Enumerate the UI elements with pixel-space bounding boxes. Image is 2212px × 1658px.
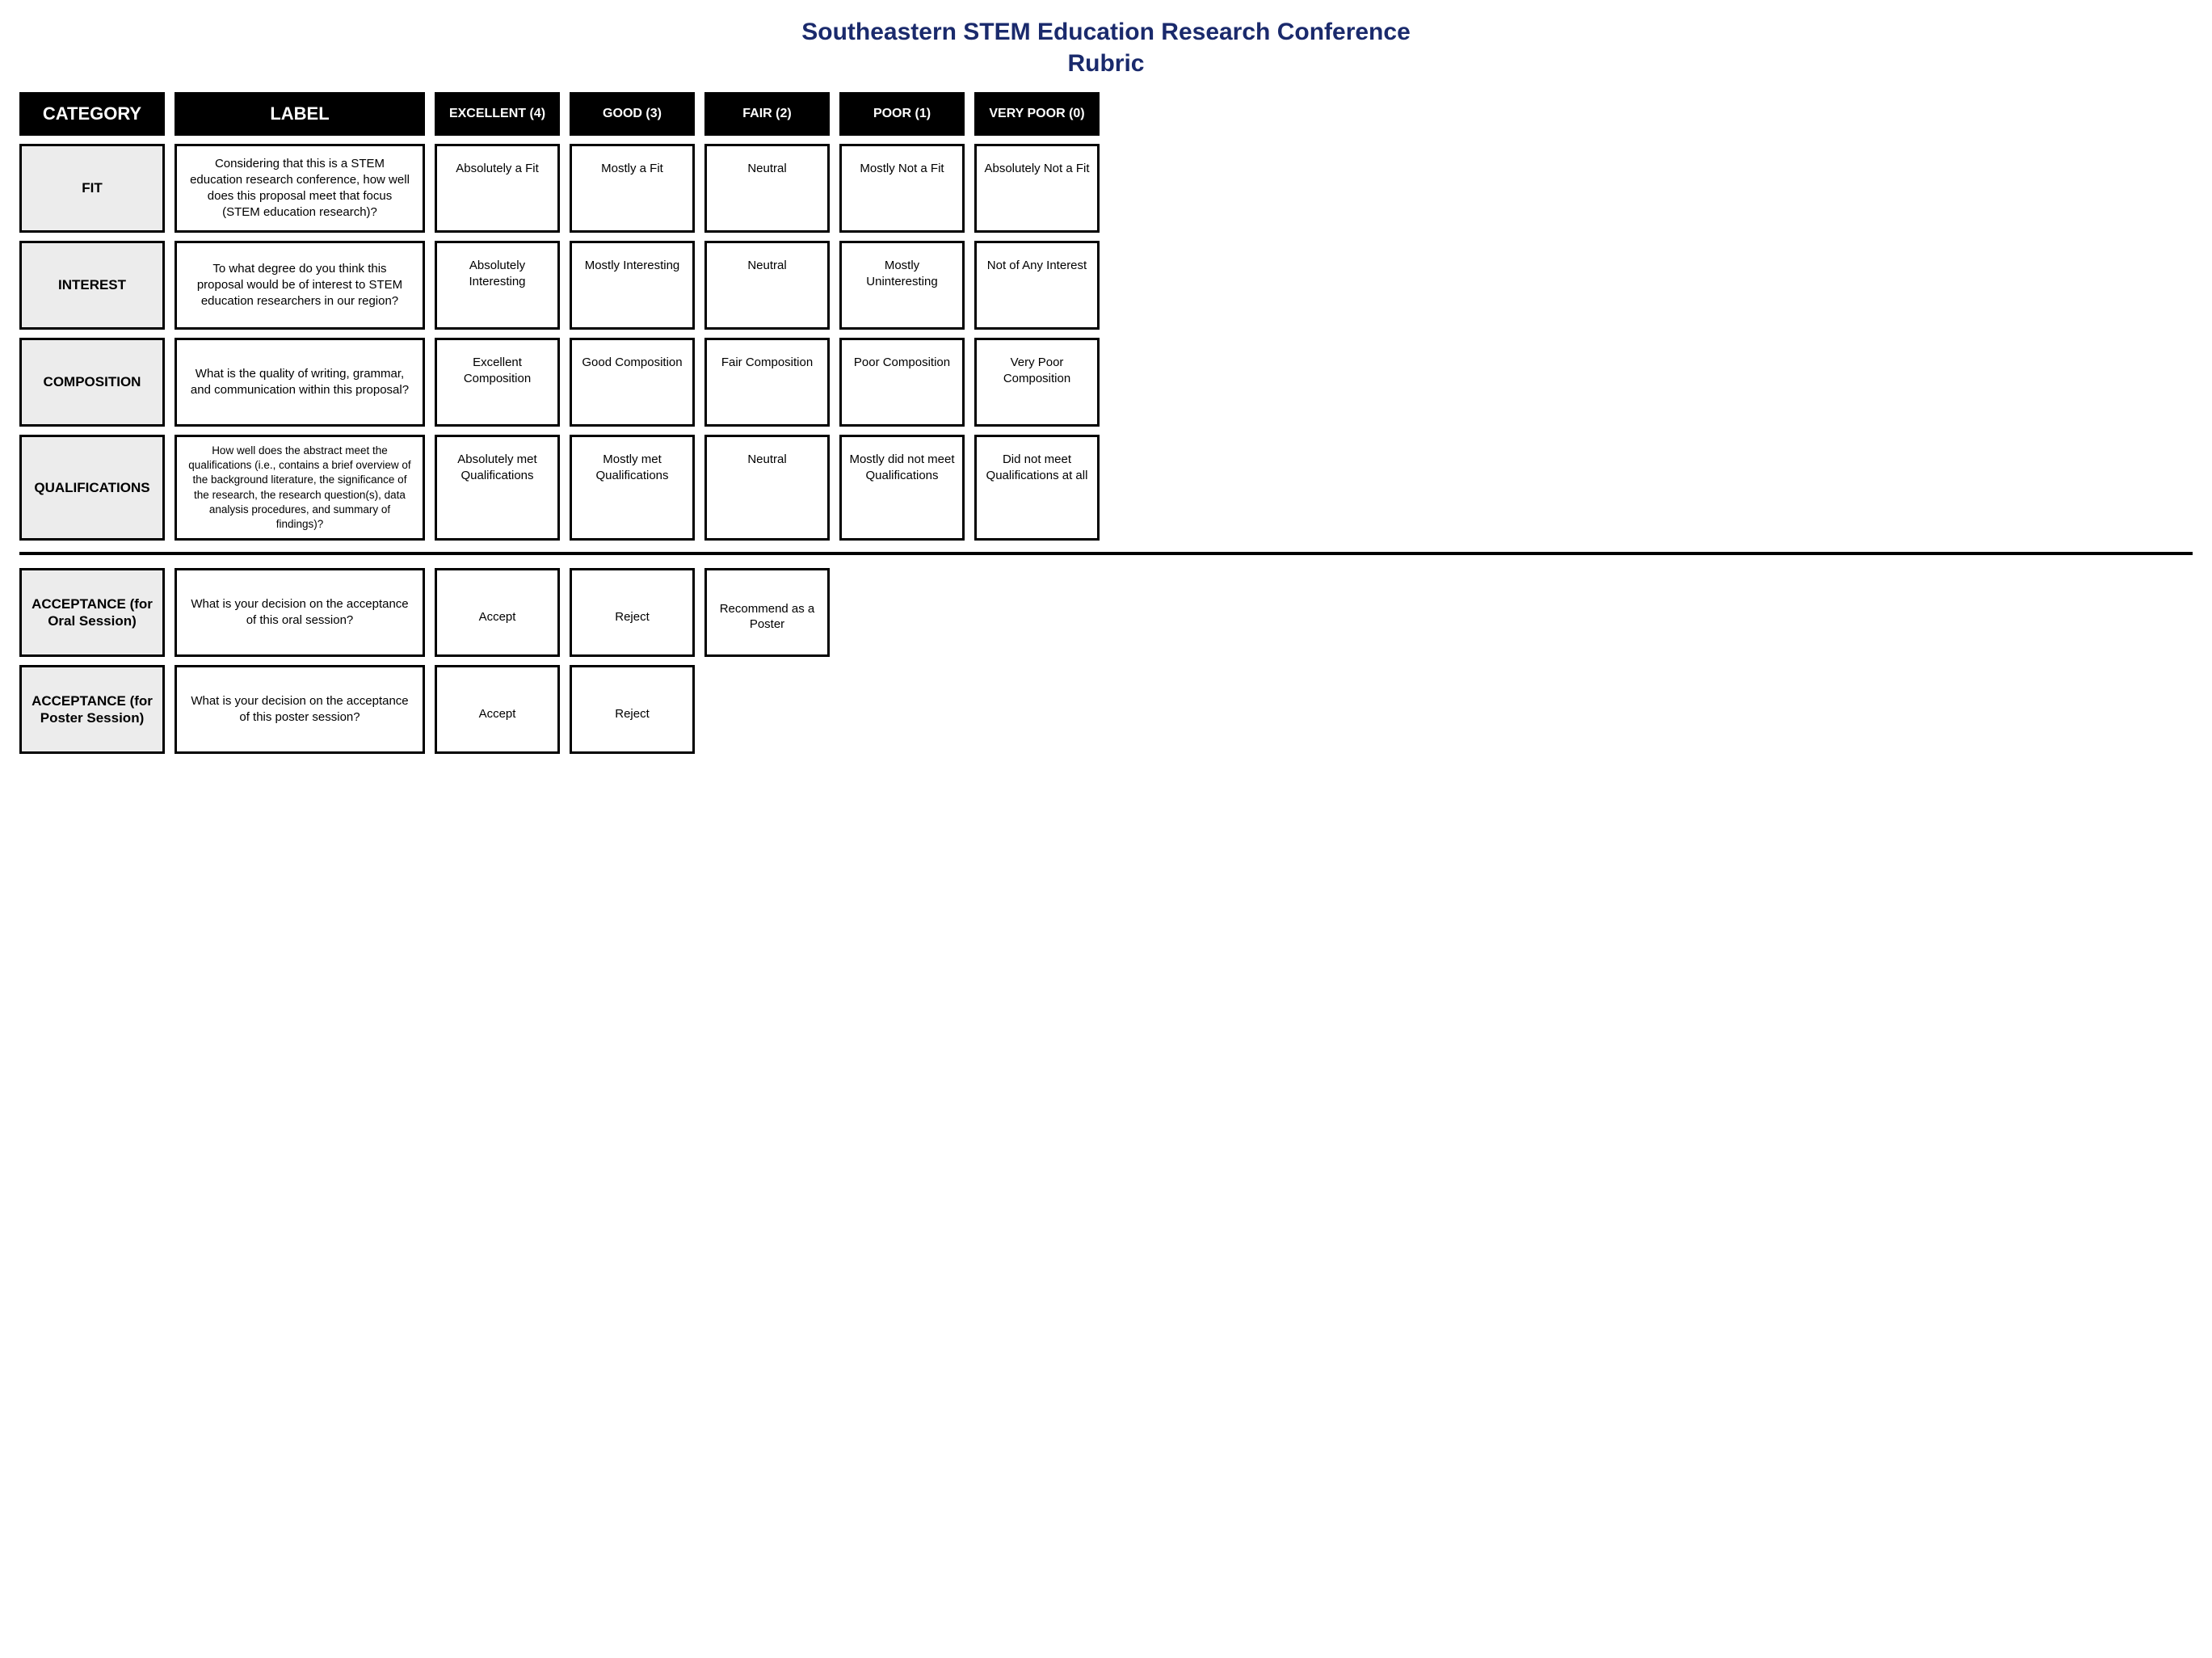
header-score-excellent: EXCELLENT (4) (435, 92, 560, 136)
label-composition: What is the quality of writing, grammar,… (175, 338, 425, 427)
acceptance-oral-accept: Accept (435, 568, 560, 657)
header-score-poor: POOR (1) (839, 92, 965, 136)
score-qualifications-0: Did not meet Qualifications at all (974, 435, 1100, 541)
score-interest-3: Mostly Interesting (570, 241, 695, 330)
acceptance-oral-reject: Reject (570, 568, 695, 657)
score-composition-2: Fair Composition (704, 338, 830, 427)
rubric-main-grid: CATEGORY LABEL EXCELLENT (4) GOOD (3) FA… (19, 92, 2193, 541)
header-label: LABEL (175, 92, 425, 136)
label-qualifications: How well does the abstract meet the qual… (175, 435, 425, 541)
acceptance-poster-reject: Reject (570, 665, 695, 754)
category-interest: INTEREST (19, 241, 165, 330)
score-fit-3: Mostly a Fit (570, 144, 695, 233)
score-composition-0: Very Poor Composition (974, 338, 1100, 427)
page-title-block: Southeastern STEM Education Research Con… (19, 16, 2193, 79)
score-qualifications-4: Absolutely met Qualifications (435, 435, 560, 541)
score-qualifications-1: Mostly did not meet Qualifications (839, 435, 965, 541)
category-acceptance-oral: ACCEPTANCE (for Oral Session) (19, 568, 165, 657)
label-acceptance-poster: What is your decision on the acceptance … (175, 665, 425, 754)
empty-cell (974, 665, 1100, 754)
score-qualifications-3: Mostly met Qualifications (570, 435, 695, 541)
empty-cell (839, 665, 965, 754)
score-fit-2: Neutral (704, 144, 830, 233)
category-fit: FIT (19, 144, 165, 233)
category-acceptance-poster: ACCEPTANCE (for Poster Session) (19, 665, 165, 754)
score-qualifications-2: Neutral (704, 435, 830, 541)
empty-cell (839, 568, 965, 657)
score-interest-2: Neutral (704, 241, 830, 330)
score-fit-1: Mostly Not a Fit (839, 144, 965, 233)
score-fit-4: Absolutely a Fit (435, 144, 560, 233)
score-interest-4: Absolutely Interesting (435, 241, 560, 330)
score-fit-0: Absolutely Not a Fit (974, 144, 1100, 233)
score-composition-4: Excellent Composition (435, 338, 560, 427)
title-line-2: Rubric (19, 48, 2193, 79)
category-qualifications: QUALIFICATIONS (19, 435, 165, 541)
score-interest-0: Not of Any Interest (974, 241, 1100, 330)
score-composition-1: Poor Composition (839, 338, 965, 427)
section-divider (19, 552, 2193, 555)
header-score-fair: FAIR (2) (704, 92, 830, 136)
rubric-acceptance-grid: ACCEPTANCE (for Oral Session) What is yo… (19, 568, 2193, 754)
category-composition: COMPOSITION (19, 338, 165, 427)
empty-cell (704, 665, 830, 754)
label-acceptance-oral: What is your decision on the acceptance … (175, 568, 425, 657)
acceptance-oral-recommend-poster: Recommend as a Poster (704, 568, 830, 657)
score-composition-3: Good Composition (570, 338, 695, 427)
acceptance-poster-accept: Accept (435, 665, 560, 754)
label-interest: To what degree do you think this proposa… (175, 241, 425, 330)
empty-cell (974, 568, 1100, 657)
header-score-good: GOOD (3) (570, 92, 695, 136)
title-line-1: Southeastern STEM Education Research Con… (19, 16, 2193, 48)
header-category: CATEGORY (19, 92, 165, 136)
label-fit: Considering that this is a STEM educatio… (175, 144, 425, 233)
score-interest-1: Mostly Uninteresting (839, 241, 965, 330)
header-score-verypoor: VERY POOR (0) (974, 92, 1100, 136)
